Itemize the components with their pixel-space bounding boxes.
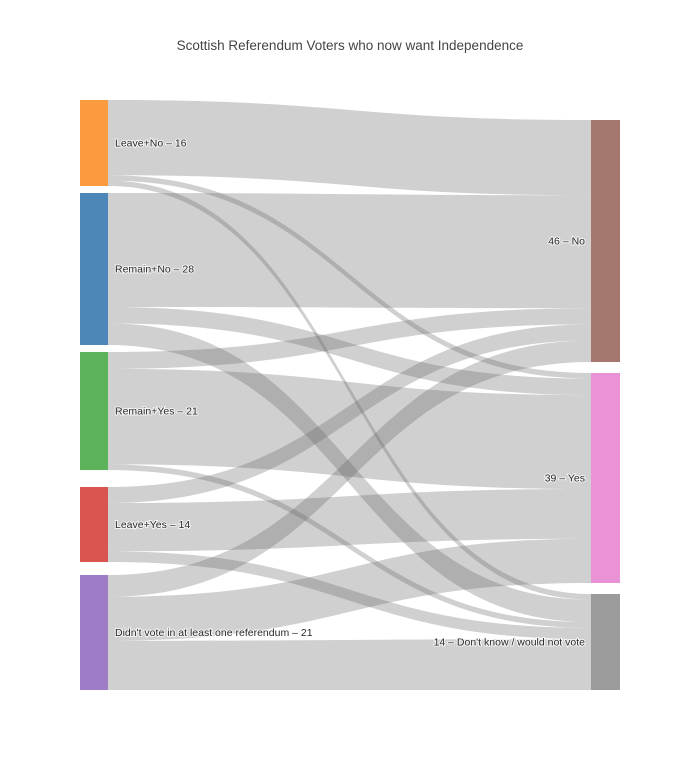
sankey-link-leave_yes-yes[interactable] bbox=[108, 489, 591, 552]
sankey-node-remain_no[interactable] bbox=[80, 193, 108, 345]
sankey-nodes-layer bbox=[80, 100, 620, 690]
sankey-link-remain_no-dk[interactable] bbox=[108, 323, 591, 623]
chart-title: Scottish Referendum Voters who now want … bbox=[177, 38, 524, 53]
sankey-node-didnt_vote[interactable] bbox=[80, 575, 108, 690]
sankey-node-label-remain_no: Remain+No – 28 bbox=[115, 264, 194, 276]
sankey-node-label-didnt_vote: Didn't vote in at least one referendum –… bbox=[115, 627, 313, 639]
sankey-link-didnt_vote-dk[interactable] bbox=[108, 639, 591, 690]
sankey-node-remain_yes[interactable] bbox=[80, 352, 108, 470]
sankey-node-label-yes: 39 – Yes bbox=[545, 473, 585, 485]
sankey-node-leave_yes[interactable] bbox=[80, 487, 108, 562]
sankey-link-didnt_vote-no[interactable] bbox=[108, 340, 591, 597]
sankey-link-remain_yes-yes[interactable] bbox=[108, 368, 591, 490]
sankey-link-remain_yes-no[interactable] bbox=[108, 308, 591, 369]
sankey-link-remain_no-yes[interactable] bbox=[108, 307, 591, 396]
sankey-node-dk[interactable] bbox=[591, 594, 620, 690]
sankey-node-label-no: 46 – No bbox=[548, 236, 585, 248]
sankey-node-label-leave_no: Leave+No – 16 bbox=[115, 138, 187, 150]
sankey-node-leave_no[interactable] bbox=[80, 100, 108, 186]
sankey-node-label-leave_yes: Leave+Yes – 14 bbox=[115, 519, 190, 531]
sankey-link-leave_yes-dk[interactable] bbox=[108, 551, 591, 640]
sankey-node-yes[interactable] bbox=[591, 373, 620, 583]
sankey-node-label-remain_yes: Remain+Yes – 21 bbox=[115, 406, 198, 418]
sankey-links-layer bbox=[108, 100, 591, 690]
sankey-link-leave_no-no[interactable] bbox=[108, 100, 591, 196]
sankey-link-leave_yes-no[interactable] bbox=[108, 324, 591, 504]
sankey-node-no[interactable] bbox=[591, 120, 620, 362]
sankey-link-remain_yes-dk[interactable] bbox=[108, 464, 591, 628]
sankey-link-didnt_vote-yes[interactable] bbox=[108, 538, 591, 641]
sankey-labels-layer: Leave+No – 16 Remain+No – 28 Remain+Yes – … bbox=[114, 137, 586, 650]
sankey-link-leave_no-yes[interactable] bbox=[108, 175, 591, 379]
sankey-link-remain_no-no[interactable] bbox=[108, 193, 591, 309]
sankey-link-leave_no-dk[interactable] bbox=[108, 180, 591, 600]
sankey-node-label-dk: 14 – Don't know / would not vote bbox=[434, 637, 586, 649]
